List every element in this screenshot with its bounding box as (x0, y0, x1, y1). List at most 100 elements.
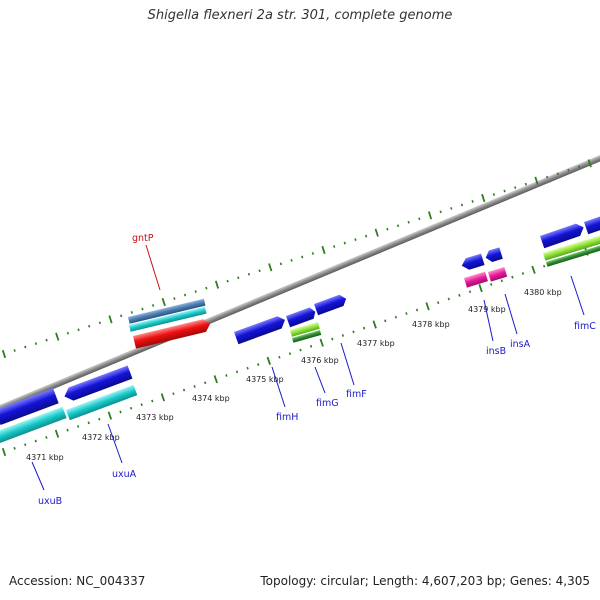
outer-scale-tick (279, 262, 283, 266)
outer-scale-tick (226, 279, 229, 283)
outer-scale-tick (343, 241, 346, 245)
outer-scale-tick (141, 307, 144, 311)
inner-scale-tick (34, 439, 37, 443)
outer-scale-tick (481, 193, 486, 203)
feature-gntP[interactable] (128, 298, 212, 349)
gene-label-insB[interactable]: insB (486, 346, 506, 357)
inner-scale-tick (405, 312, 408, 315)
uxuA-cds-arrow[interactable] (62, 365, 133, 403)
gntP-rna-arrow[interactable] (133, 318, 212, 349)
inner-scale-tick (76, 425, 80, 428)
outer-scale-tick (247, 272, 251, 276)
outer-scale-tick (151, 304, 155, 307)
outer-scale-tick (183, 293, 187, 297)
fimF-cds-arrow[interactable] (314, 293, 348, 316)
feature-fimG[interactable] (286, 306, 322, 343)
gntP-gene-bar[interactable] (129, 306, 207, 332)
outer-scale-tick (77, 328, 80, 332)
gene-label-gntP[interactable]: gntP (132, 233, 154, 244)
inner-scale-tick (309, 344, 313, 348)
inner-scale-tick (54, 429, 60, 438)
scale-label-4371: 4371 kbp (26, 453, 64, 462)
inner-scale-tick (107, 411, 113, 420)
feature-fimF[interactable] (314, 293, 348, 316)
outer-scale-tick (66, 331, 70, 335)
inner-scale-tick (415, 308, 419, 312)
inner-scale-tick (331, 337, 334, 341)
inner-scale-tick (458, 293, 461, 297)
inner-scale-tick (362, 326, 366, 330)
uxuB-cds-arrow[interactable] (0, 388, 59, 425)
inner-scale-tick (543, 264, 546, 268)
outer-scale-tick (268, 263, 273, 272)
inner-scale-tick (490, 283, 493, 286)
inner-scale-tick (129, 406, 133, 410)
inner-scale-tick (500, 279, 503, 283)
insB-cds-arrow[interactable] (460, 253, 485, 272)
outer-scale-tick (120, 314, 123, 318)
gntP-feature-bar[interactable] (128, 298, 206, 324)
outer-scale-tick (514, 186, 517, 189)
gene-label-fimH[interactable]: fimH (276, 412, 298, 423)
insB-gene-bar[interactable] (464, 271, 488, 288)
feature-fimH[interactable] (234, 314, 287, 345)
uxuA-gene-bar[interactable] (66, 384, 138, 421)
insA-gene-bar[interactable] (488, 267, 508, 282)
outer-scale-tick (1, 349, 7, 359)
gene-label-fimF[interactable]: fimF (346, 389, 367, 400)
fimG-feature-bar[interactable] (292, 330, 322, 343)
inner-scale-tick (257, 363, 260, 366)
outer-scale-tick (492, 193, 496, 196)
outer-scale-tick (130, 311, 133, 314)
outer-scale-tick (214, 280, 220, 289)
inner-scale-tick (511, 275, 514, 279)
feature-fimC[interactable] (540, 212, 600, 267)
fimH-cds-arrow[interactable] (234, 314, 287, 345)
insA-cds-arrow[interactable] (484, 247, 503, 263)
inner-scale-tick (119, 410, 122, 414)
gene-label-uxuB[interactable]: uxuB (38, 496, 62, 507)
gene-label-insA[interactable]: insA (510, 339, 531, 350)
outer-scale-tick (460, 203, 464, 207)
outer-scale-tick (407, 220, 410, 224)
outer-scale-tick (364, 234, 368, 238)
feature-uxuB[interactable] (0, 388, 67, 444)
outer-scale-tick (567, 168, 570, 172)
fimG-cds-arrow[interactable] (286, 306, 317, 328)
inner-scale-tick (172, 392, 175, 396)
scale-labels: 4371 kbp 4372 kbp 4373 kbp 4374 kbp 4375… (26, 288, 562, 462)
outer-scale-tick (88, 324, 91, 328)
fimC-neighbor-cds-arrow[interactable] (584, 212, 600, 235)
outer-scale-ticks (1, 159, 592, 359)
gntP-leader (145, 244, 161, 291)
fimC-gene-bar[interactable] (543, 232, 600, 261)
inner-scale-tick (246, 366, 249, 370)
scale-label-4377: 4377 kbp (357, 339, 395, 348)
gene-label-fimG[interactable]: fimG (316, 398, 339, 409)
feature-insA[interactable] (484, 247, 508, 282)
outer-scale-tick (396, 224, 400, 228)
outer-scale-tick (98, 321, 101, 325)
feature-insB[interactable] (460, 253, 488, 288)
outer-scale-tick (418, 217, 421, 221)
outer-scale-tick (333, 245, 336, 248)
inner-scale-tick (225, 374, 228, 377)
gene-label-uxuA[interactable]: uxuA (112, 469, 137, 480)
fimG-gene-bar[interactable] (290, 322, 320, 337)
inner-scale-tick (468, 290, 472, 294)
fimC-feature-bar[interactable] (546, 241, 600, 267)
inner-scale-tick (204, 381, 207, 385)
outer-scale-tick (34, 342, 38, 345)
fimC-cds-arrow[interactable] (540, 222, 586, 249)
outer-scale-tick (321, 245, 326, 255)
inner-scale-tick (140, 403, 143, 407)
outer-scale-tick (290, 259, 293, 262)
feature-uxuA[interactable] (62, 365, 138, 421)
uxuB-gene-bar[interactable] (0, 406, 67, 444)
outer-scale-tick (55, 332, 60, 341)
fimC-leader (570, 275, 585, 316)
inner-scale-tick (288, 352, 292, 356)
outer-scale-tick (546, 175, 549, 179)
gene-label-fimC[interactable]: fimC (574, 321, 596, 332)
outer-scale-tick (24, 345, 27, 349)
